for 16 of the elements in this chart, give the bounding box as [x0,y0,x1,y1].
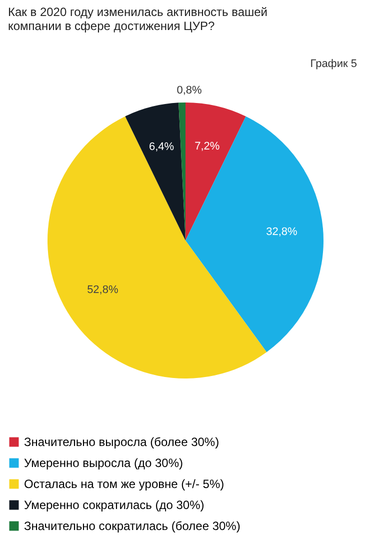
legend-label: Значительно выросла (более 30%) [24,435,220,449]
data-label: 32,8% [266,226,298,238]
legend-label: Умеренно сократилась (до 30%) [24,498,204,512]
data-label: 7,2% [194,140,220,152]
text: График 5 [310,58,357,70]
pie-slice [186,116,324,352]
legend-label: Осталась на том же уровне (+/- 5%) [24,477,224,491]
chart-title: Как в 2020 году изменилась активность вашей компании в сфере достижения ЦУР? [8,5,268,33]
pie-slice [186,102,246,240]
pie-slice [48,116,267,378]
data-label: 0,8% [176,84,202,97]
pie-slice [125,102,186,240]
data-label: 6,4% [148,140,174,153]
legend-label: Значительно сократилась (более 30%) [24,519,240,533]
data-label: 52,8% [87,284,118,296]
legend-label: Умеренно выросла (до 30%) [24,456,183,470]
